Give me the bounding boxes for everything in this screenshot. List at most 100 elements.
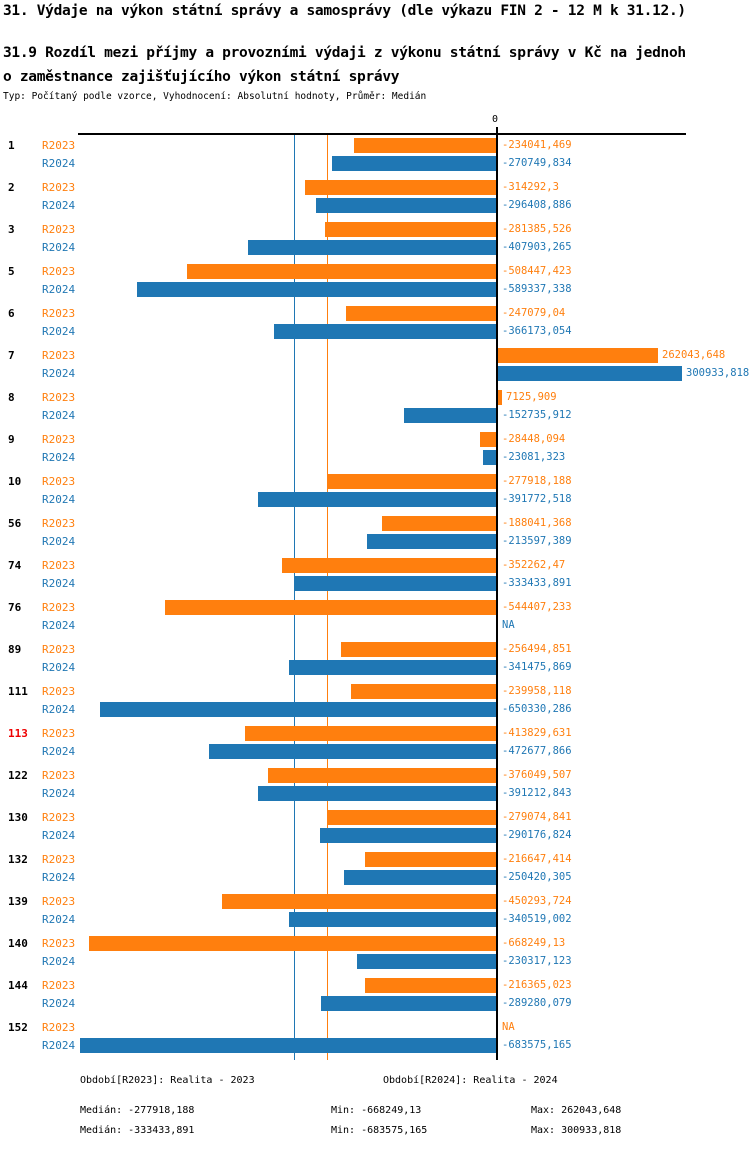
- series-label-r2023: R2023: [42, 601, 76, 614]
- bar-r2023: [480, 432, 497, 447]
- series-label-r2024: R2024: [42, 661, 76, 674]
- value-label-r2023: -247079,04: [502, 307, 566, 319]
- series-label-r2024: R2024: [42, 871, 76, 884]
- series-label-r2023: R2023: [42, 895, 76, 908]
- series-label-r2024: R2024: [42, 745, 76, 758]
- value-label-r2023: -216365,023: [502, 979, 572, 991]
- chart-top-axis-line: [78, 133, 686, 135]
- value-label-r2024: -391212,843: [502, 787, 572, 799]
- value-label-r2024: -340519,002: [502, 913, 572, 925]
- category-label: 2: [8, 181, 15, 194]
- series-label-r2024: R2024: [42, 1039, 76, 1052]
- series-label-r2024: R2024: [42, 451, 76, 464]
- series-label-r2024: R2024: [42, 535, 76, 548]
- stat-median-r2023: Medián: -277918,188: [80, 1105, 195, 1116]
- median-line-r2024: [294, 135, 295, 1060]
- series-label-r2023: R2023: [42, 475, 76, 488]
- chart-subtitle-line1: 31.9 Rozdíl mezi příjmy a provozními výd…: [3, 45, 686, 61]
- category-label: 140: [8, 937, 28, 950]
- value-label-r2024: -23081,323: [502, 451, 566, 463]
- series-label-r2024: R2024: [42, 787, 76, 800]
- series-label-r2024: R2024: [42, 619, 76, 632]
- bar-r2023: [305, 180, 497, 195]
- series-label-r2023: R2023: [42, 1021, 76, 1034]
- bar-r2023: [346, 306, 497, 321]
- bar-r2023: [245, 726, 497, 741]
- series-label-r2024: R2024: [42, 493, 76, 506]
- value-label-r2024: -213597,389: [502, 535, 572, 547]
- stat-median-r2024: Medián: -333433,891: [80, 1125, 195, 1136]
- bar-r2024: [80, 1038, 497, 1053]
- category-label: 76: [8, 601, 22, 614]
- value-label-r2024: -289280,079: [502, 997, 572, 1009]
- value-label-r2023: 262043,648: [662, 349, 726, 361]
- series-label-r2023: R2023: [42, 517, 76, 530]
- bar-r2024: [316, 198, 497, 213]
- category-label: 3: [8, 223, 15, 236]
- series-label-r2023: R2023: [42, 643, 76, 656]
- category-label: 113: [8, 727, 28, 740]
- series-label-r2024: R2024: [42, 409, 76, 422]
- stat-min-r2024: Min: -683575,165: [331, 1125, 428, 1136]
- series-label-r2024: R2024: [42, 325, 76, 338]
- bar-r2023: [498, 390, 502, 405]
- series-label-r2023: R2023: [42, 853, 76, 866]
- stat-min-r2023: Min: -668249,13: [331, 1105, 422, 1116]
- series-label-r2023: R2023: [42, 811, 76, 824]
- series-label-r2023: R2023: [42, 559, 76, 572]
- series-label-r2024: R2024: [42, 829, 76, 842]
- value-label-r2024: -250420,305: [502, 871, 572, 883]
- bar-r2023: [365, 978, 497, 993]
- series-label-r2023: R2023: [42, 391, 76, 404]
- series-label-r2024: R2024: [42, 157, 76, 170]
- category-label: 56: [8, 517, 22, 530]
- series-label-r2023: R2023: [42, 937, 76, 950]
- category-label: 74: [8, 559, 22, 572]
- series-label-r2024: R2024: [42, 199, 76, 212]
- series-label-r2023: R2023: [42, 139, 76, 152]
- category-label: 7: [8, 349, 15, 362]
- value-label-r2024: -407903,265: [502, 241, 572, 253]
- value-label-r2023: 7125,909: [506, 391, 557, 403]
- bar-r2024: [320, 828, 497, 843]
- value-label-r2023: -281385,526: [502, 223, 572, 235]
- chart-meta-info: Typ: Počítaný podle vzorce, Vyhodnocení:…: [3, 91, 427, 102]
- value-label-r2024: -333433,891: [502, 577, 572, 589]
- zero-axis-line: [496, 127, 498, 1060]
- value-label-r2023: -544407,233: [502, 601, 572, 613]
- bar-r2024: [258, 786, 497, 801]
- bar-r2023: [351, 684, 497, 699]
- series-label-r2024: R2024: [42, 283, 76, 296]
- bar-r2023: [354, 138, 497, 153]
- bar-r2023: [282, 558, 497, 573]
- value-label-r2023: -277918,188: [502, 475, 572, 487]
- value-label-r2024: -391772,518: [502, 493, 572, 505]
- series-label-r2023: R2023: [42, 433, 76, 446]
- series-label-r2023: R2023: [42, 769, 76, 782]
- bar-r2024: [344, 870, 497, 885]
- category-label: 10: [8, 475, 22, 488]
- value-label-r2023: -314292,3: [502, 181, 559, 193]
- category-label: 122: [8, 769, 28, 782]
- bar-r2023: [222, 894, 497, 909]
- legend-r2023: Období[R2023]: Realita - 2023: [80, 1075, 255, 1086]
- value-label-r2023: -28448,094: [502, 433, 566, 445]
- series-label-r2023: R2023: [42, 307, 76, 320]
- page-title: 31. Výdaje na výkon státní správy a samo…: [3, 3, 686, 19]
- category-label: 111: [8, 685, 28, 698]
- value-label-r2023: -279074,841: [502, 811, 572, 823]
- bar-r2024: [137, 282, 497, 297]
- category-label: 139: [8, 895, 28, 908]
- series-label-r2024: R2024: [42, 997, 76, 1010]
- bar-r2023: [327, 810, 497, 825]
- category-label: 89: [8, 643, 22, 656]
- bar-r2024: [289, 912, 497, 927]
- value-label-r2023: -352262,47: [502, 559, 566, 571]
- value-label-r2024: -341475,869: [502, 661, 572, 673]
- value-label-r2024: -650330,286: [502, 703, 572, 715]
- value-label-r2024: -152735,912: [502, 409, 572, 421]
- category-label: 132: [8, 853, 28, 866]
- series-label-r2024: R2024: [42, 367, 76, 380]
- bar-r2023: [341, 642, 497, 657]
- stat-max-r2023: Max: 262043,648: [531, 1105, 622, 1116]
